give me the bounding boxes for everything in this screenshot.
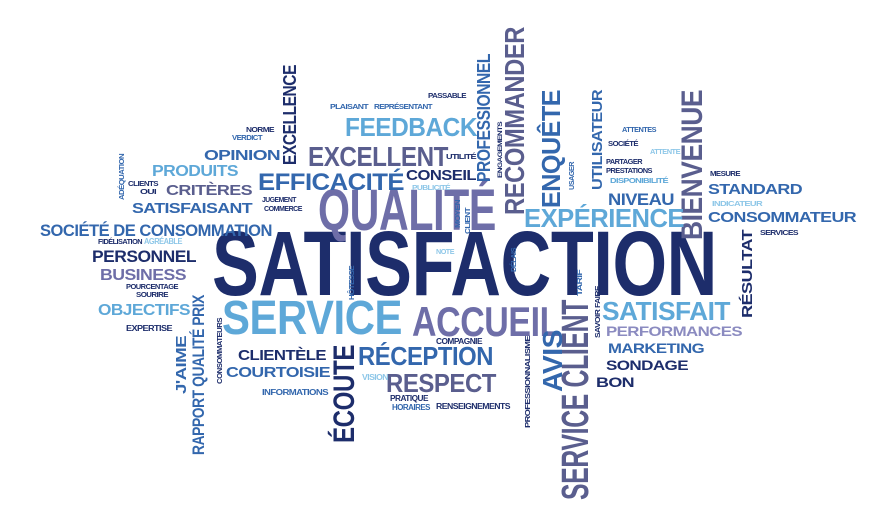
word-representant: REPRÉSENTANT [374, 102, 433, 111]
word-societe-de-consommation: SOCIÉTÉ DE CONSOMMATION [40, 221, 272, 240]
word-norme: NORME [246, 127, 275, 134]
word-usager: USAGER [569, 162, 576, 190]
word-adequation: ADÉQUATION [117, 154, 126, 200]
word-reception: RÉCEPTION [358, 341, 493, 371]
word-engagements: ENGAGEMENTS [498, 121, 504, 178]
word-service-client: SERVICE CLIENT [555, 300, 597, 500]
word-jugement: JUGEMENT [262, 197, 297, 204]
word-professionnel: PROFESSIONNEL [474, 54, 494, 182]
word-compagnie: COMPAGNIE [436, 337, 483, 346]
word-consommateur: CONSOMMATEUR [708, 209, 857, 226]
word-satisfait: SATISFAIT [602, 296, 731, 326]
word-enquete: ENQUÊTE [536, 90, 566, 208]
word-recommander: RECOMMANDER [499, 27, 530, 215]
word-accueil: ACCUEIL [412, 298, 560, 345]
word-excellent: EXCELLENT [308, 141, 448, 172]
word-marketing: MARKETING [608, 340, 705, 356]
word-conseil: CONSEIL [406, 167, 476, 184]
word-prestations: PRESTATIONS [606, 168, 653, 175]
word-consommateurs: CONSOMMATEURS [217, 317, 224, 384]
word-avis: AVIS [537, 330, 568, 392]
word-indicateur: INDICATEUR [712, 201, 763, 208]
word-niveau: NIVEAU [608, 190, 674, 209]
word-resultat: RÉSULTAT [739, 230, 756, 318]
word-satisfaisant: SATISFAISANT [132, 200, 252, 217]
word-jaime: J'AIME [173, 335, 190, 394]
word-partager: PARTAGER [606, 159, 642, 166]
word-qualite: QUALITÉ [318, 178, 496, 243]
word-objectifs: OBJECTIFS [98, 302, 191, 319]
word-rapport-qualite-prix: RAPPORT QUALITÉ PRIX [189, 294, 208, 455]
word-client: CLIENT [465, 207, 472, 234]
word-expertise: EXPERTISE [126, 324, 173, 333]
word-publicite: PUBLICITÉ [412, 183, 451, 192]
word-respect: RESPECT [386, 368, 497, 398]
word-sondage: SONDAGE [606, 357, 688, 373]
word-utilite: UTILITÉ [446, 152, 477, 161]
word-moyen: MOYEN [455, 199, 462, 228]
word-produits: PRODUITS [152, 163, 239, 180]
word-passable: PASSABLE [428, 93, 467, 100]
word-excellence: EXCELLENCE [280, 65, 300, 165]
word-savoir-faire: SAVOIR FAIRE [595, 285, 602, 338]
word-mesure: MESURE [710, 171, 741, 178]
word-sourire: SOURIRE [136, 292, 169, 299]
word-clients: CLIENTS [128, 181, 159, 188]
word-tarif: TARIF [577, 268, 584, 296]
word-bon: BON [596, 374, 634, 390]
word-clientele: CLIENTÈLE [238, 347, 327, 364]
word-horaires: HORAIRES [392, 403, 431, 412]
word-attente: ATTENTE [650, 149, 681, 156]
word-attentes: ATTENTES [622, 127, 657, 134]
word-performances: PERFORMANCES [606, 323, 742, 339]
word-agreable: AGRÉABLE [144, 237, 183, 246]
word-delais: DÉLAIS [509, 247, 518, 272]
word-efficacite: EFFICACITÉ [258, 168, 405, 196]
word-vision: VISION [362, 373, 389, 382]
word-verdict: VERDICT [232, 135, 263, 142]
word-note: NOTE [436, 249, 455, 256]
word-plaisant: PLAISANT [330, 104, 370, 111]
word-feedback: FEEDBACK [345, 112, 478, 142]
word-pourcentage: POURCENTAGE [126, 284, 179, 291]
word-business: BUSINESS [100, 267, 187, 284]
word-personnel: PERSONNEL [92, 247, 196, 266]
word-utilisateur: UTILISATEUR [589, 89, 606, 190]
word-opinion: OPINION [204, 147, 280, 164]
word-service: SERVICE [222, 292, 402, 345]
word-bienvenue: BIENVENUE [676, 90, 709, 240]
word-commerce: COMMERCE [264, 206, 303, 213]
word-services: SERVICES [760, 230, 799, 237]
word-pratique: PRATIQUE [390, 394, 429, 403]
word-criteres: CRITÈRES [166, 182, 253, 199]
word-satisfaction: SATISFACTION [212, 213, 717, 315]
word-societe: SOCIÉTÉ [608, 139, 639, 148]
word-qui: OUI [140, 189, 157, 196]
word-informations: INFORMATIONS [262, 388, 329, 397]
word-hotesse: HÔTESSE [347, 265, 356, 300]
word-ecoute: ÉCOUTE [327, 345, 361, 443]
word-experience: EXPÉRIENCE [524, 203, 684, 233]
word-renseignements: RENSEIGNEMENTS [436, 402, 511, 411]
word-standard: STANDARD [708, 181, 803, 198]
word-disponibilite: DISPONIBILITÉ [610, 176, 669, 185]
word-professionnalisme: PROFESSIONNALISME [525, 335, 532, 428]
word-fidelisation: FIDÉLISATION [98, 237, 142, 246]
word-courtoisie: COURTOISIE [226, 364, 331, 381]
